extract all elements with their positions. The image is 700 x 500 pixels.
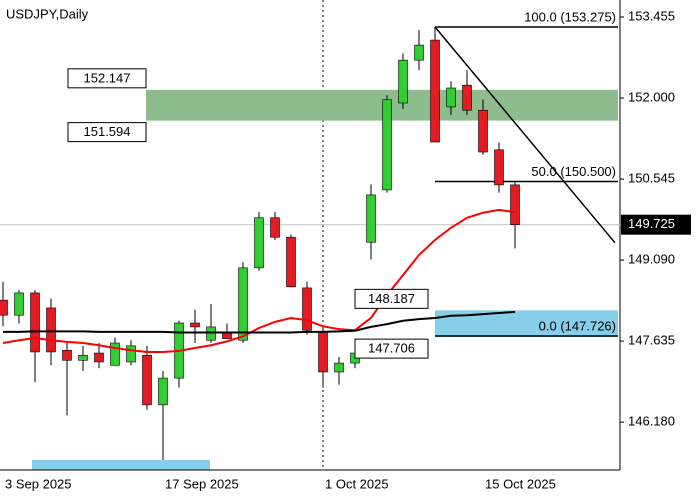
- zone-label-box: [354, 288, 429, 309]
- candle-body: [462, 84, 472, 111]
- fib-label: 0.0 (147.726): [539, 318, 616, 333]
- candle-body: [190, 322, 200, 328]
- y-tick-label: 147.635: [628, 333, 675, 348]
- x-tick-label: 1 Oct 2025: [325, 476, 389, 491]
- candle-body: [110, 342, 120, 366]
- candle-body: [334, 362, 344, 373]
- y-tick-label: 150.545: [628, 170, 675, 185]
- candle-body: [126, 345, 136, 363]
- candle-body: [78, 354, 88, 361]
- candle-body: [318, 331, 328, 373]
- y-tick-label: 146.180: [628, 414, 675, 429]
- candle-body: [62, 349, 72, 361]
- chart-title: USDJPY,Daily: [6, 6, 89, 21]
- candle-body: [366, 194, 376, 243]
- candle-body: [238, 267, 248, 341]
- y-tick-label: 153.455: [628, 8, 675, 23]
- fib-label: 100.0 (153.275): [524, 9, 616, 24]
- y-tick-label: 152.000: [628, 89, 675, 104]
- candle-body: [254, 217, 264, 269]
- x-tick-label: 17 Sep 2025: [165, 476, 239, 491]
- zone-label-box: [67, 122, 147, 143]
- candle-body: [302, 287, 312, 331]
- y-tick-label: 149.090: [628, 251, 675, 266]
- candle-body: [510, 184, 520, 225]
- candle-body: [0, 299, 8, 316]
- candle-body: [158, 377, 168, 406]
- candle-body: [206, 326, 216, 341]
- candle-body: [494, 149, 504, 186]
- zone-label: 152.147: [84, 70, 131, 85]
- candle-body: [430, 39, 440, 143]
- candle-body: [446, 87, 456, 108]
- candle-body: [286, 236, 296, 288]
- zone-label: 147.706: [368, 341, 415, 356]
- session-bar: [32, 460, 210, 470]
- last-price-label: 149.725: [628, 216, 675, 231]
- candle-body: [478, 109, 488, 153]
- candle-body: [94, 352, 104, 363]
- x-tick-label: 3 Sep 2025: [5, 476, 72, 491]
- zone-label: 151.594: [84, 124, 131, 139]
- zone-label-box: [67, 68, 147, 89]
- candle-body: [142, 354, 152, 406]
- moving-average: [3, 310, 516, 334]
- zone-label: 148.187: [368, 291, 415, 306]
- zone-label-box: [354, 338, 429, 359]
- candle-body: [14, 292, 24, 316]
- trendline: [434, 26, 616, 244]
- price-zone: [146, 89, 618, 121]
- candle-body: [270, 217, 280, 238]
- candle-body: [382, 99, 392, 191]
- candle-body: [222, 332, 232, 339]
- x-tick-label: 15 Oct 2025: [485, 476, 556, 491]
- fib-label: 50.0 (150.500): [531, 164, 616, 179]
- last-price-box: [621, 214, 691, 235]
- moving-average: [2, 208, 516, 353]
- candle-body: [414, 44, 424, 61]
- candle-body: [46, 307, 56, 353]
- candle-body: [398, 59, 408, 104]
- candle-body: [30, 292, 40, 353]
